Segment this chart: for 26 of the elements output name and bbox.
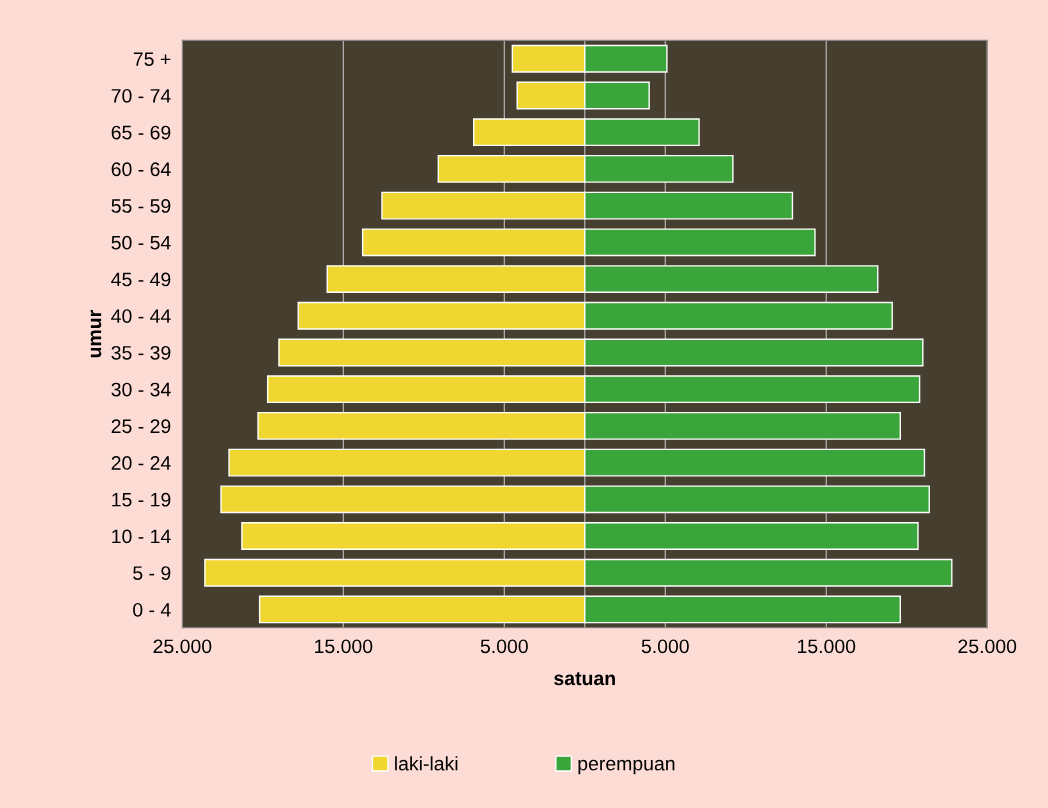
- y-tick-label: 5 - 9: [133, 566, 171, 580]
- x-tick-label: 5.000: [480, 639, 528, 654]
- y-tick-label: 20 - 24: [111, 456, 171, 470]
- y-tick-label: 50 - 54: [111, 235, 171, 250]
- legend-label: laki-laki: [395, 756, 458, 771]
- x-tick-label: 15.000: [315, 639, 373, 654]
- y-tick-label: 45 - 49: [111, 272, 171, 287]
- y-tick-label: 60 - 64: [111, 162, 171, 177]
- y-tick-label: 0 - 4: [133, 602, 171, 617]
- y-axis-title: umur: [90, 310, 102, 358]
- y-tick-label: 75 +: [133, 52, 171, 66]
- x-tick-label: 5.000: [641, 639, 689, 654]
- y-tick-label: 70 - 74: [111, 88, 171, 103]
- y-tick-label: 30 - 34: [111, 382, 171, 397]
- y-tick-label: 55 - 59: [111, 199, 171, 213]
- x-tick-label: 25.000: [153, 639, 212, 654]
- y-tick-label: 10 - 14: [112, 529, 171, 544]
- legend-label: perempuan: [578, 759, 675, 775]
- y-tick-label: 15 - 19: [112, 492, 171, 507]
- x-tick-label: 15.000: [797, 639, 856, 654]
- y-tick-label: 25 - 29: [111, 419, 171, 434]
- y-tick-label: 65 - 69: [111, 125, 171, 140]
- y-tick-label: 35 - 39: [111, 345, 171, 360]
- y-tick-label: 40 - 44: [111, 309, 171, 323]
- x-tick-label: 25.000: [958, 639, 1017, 654]
- x-axis-title: satuan: [554, 672, 615, 686]
